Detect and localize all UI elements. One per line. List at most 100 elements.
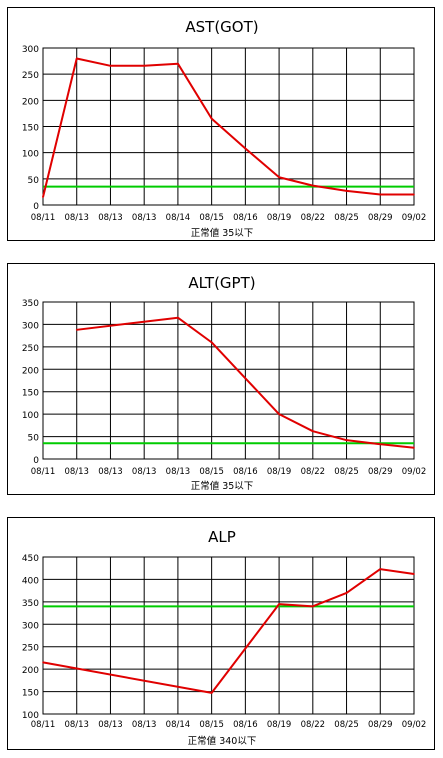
data-point bbox=[244, 377, 247, 380]
data-point bbox=[345, 592, 348, 594]
data-point bbox=[177, 62, 179, 65]
x-tick-label: 08/25 bbox=[334, 213, 359, 223]
y-tick-label: 200 bbox=[22, 666, 39, 676]
x-tick-label: 08/22 bbox=[301, 467, 326, 477]
x-tick-label: 09/02 bbox=[402, 467, 427, 477]
y-tick-label: 250 bbox=[22, 644, 39, 654]
x-tick-label: 08/11 bbox=[31, 213, 56, 223]
data-point bbox=[312, 605, 314, 608]
y-tick-label: 0 bbox=[33, 202, 39, 212]
chart-panel-alt: ALT(GPT) 0 50 100 150 200 250 300 350 08/11 08/13 0… bbox=[7, 263, 435, 495]
data-point bbox=[42, 661, 44, 664]
x-tick-label: 08/15 bbox=[199, 720, 224, 730]
x-tick-label: 08/19 bbox=[267, 213, 292, 223]
x-tick-label: 08/15 bbox=[199, 213, 224, 223]
x-tick-label: 08/16 bbox=[233, 720, 258, 730]
y-tick-label: 100 bbox=[22, 150, 39, 160]
data-point bbox=[312, 184, 314, 187]
y-tick-label: 150 bbox=[22, 389, 39, 399]
x-tick-label: 08/15 bbox=[199, 467, 224, 477]
y-tick-label: 100 bbox=[22, 711, 39, 721]
x-tick-label: 08/13 bbox=[64, 720, 89, 730]
data-point bbox=[278, 413, 280, 415]
plot-frame bbox=[42, 47, 415, 206]
y-tick-label: 450 bbox=[22, 554, 39, 564]
y-tick-label: 150 bbox=[22, 124, 39, 134]
series-line bbox=[42, 568, 415, 694]
x-tick-label: 08/29 bbox=[368, 213, 393, 223]
data-point bbox=[413, 446, 415, 449]
data-point bbox=[379, 193, 382, 196]
y-tick-label: 0 bbox=[33, 456, 39, 466]
data-point bbox=[210, 117, 213, 120]
x-tick-label: 08/13 bbox=[98, 213, 123, 223]
x-tick-label: 08/16 bbox=[233, 467, 258, 477]
x-tick-label: 08/13 bbox=[132, 720, 157, 730]
y-tick-label: 200 bbox=[22, 366, 39, 376]
data-point bbox=[413, 573, 415, 575]
x-tick-label: 08/16 bbox=[233, 213, 258, 223]
data-point bbox=[75, 329, 78, 331]
x-tick-label: 08/25 bbox=[334, 720, 359, 730]
data-point bbox=[109, 64, 112, 67]
chart-panel-alp: ALP 100 150 200 250 300 350 400 450 08/11 08/13 08/… bbox=[7, 517, 435, 750]
data-point bbox=[278, 176, 280, 179]
data-point bbox=[143, 64, 145, 67]
x-tick-label: 08/29 bbox=[368, 720, 393, 730]
series-line bbox=[42, 57, 414, 198]
y-tick-label: 200 bbox=[22, 97, 39, 107]
chart-note: 正常値 340以下 bbox=[188, 735, 257, 747]
chart-title: ALP bbox=[208, 528, 236, 546]
plot-frame bbox=[42, 556, 415, 715]
y-tick-label: 300 bbox=[22, 321, 39, 331]
data-point bbox=[177, 316, 179, 319]
x-tick-label: 08/22 bbox=[301, 213, 326, 223]
x-tick-label: 08/13 bbox=[98, 720, 123, 730]
chart-ast-svg: AST(GOT) 0 50 100 150 200 250 300 08/11 08/13 08/1… bbox=[22, 18, 427, 239]
y-tick-label: 300 bbox=[22, 621, 39, 631]
x-tick-label: 08/13 bbox=[98, 467, 123, 477]
x-tick-label: 08/14 bbox=[166, 720, 191, 730]
x-tick-label: 08/29 bbox=[368, 467, 393, 477]
data-point bbox=[379, 443, 382, 445]
y-tick-label: 350 bbox=[22, 599, 39, 609]
chart-panel-ast: AST(GOT) 0 50 100 150 200 250 300 08/11 08/13 08/1… bbox=[7, 7, 435, 241]
x-tick-label: 08/13 bbox=[132, 467, 157, 477]
data-point bbox=[42, 196, 44, 198]
x-tick-label: 08/13 bbox=[166, 467, 191, 477]
x-tick-label: 08/22 bbox=[301, 720, 326, 730]
x-tick-label: 08/13 bbox=[132, 213, 157, 223]
y-tick-label: 250 bbox=[22, 344, 39, 354]
chart-note: 正常値 35以下 bbox=[191, 480, 254, 492]
data-point bbox=[413, 193, 415, 196]
chart-title: ALT(GPT) bbox=[188, 274, 255, 292]
x-tick-label: 08/13 bbox=[64, 467, 89, 477]
y-tick-label: 350 bbox=[22, 299, 39, 309]
y-tick-label: 250 bbox=[22, 71, 39, 81]
data-point bbox=[379, 568, 382, 570]
data-point bbox=[312, 430, 314, 432]
chart-alt-svg: ALT(GPT) 0 50 100 150 200 250 300 350 08/11 08/13 0… bbox=[22, 274, 427, 492]
y-tick-label: 400 bbox=[22, 576, 39, 586]
y-tick-label: 50 bbox=[28, 176, 40, 186]
x-tick-label: 08/13 bbox=[64, 213, 89, 223]
y-tick-label: 150 bbox=[22, 689, 39, 699]
chart-title: AST(GOT) bbox=[185, 18, 258, 36]
y-tick-label: 100 bbox=[22, 411, 39, 421]
y-tick-label: 300 bbox=[22, 45, 39, 55]
chart-alp-svg: ALP 100 150 200 250 300 350 400 450 08/11 08/13 08/… bbox=[22, 528, 426, 747]
y-tick-label: 50 bbox=[28, 434, 40, 444]
chart-note: 正常値 35以下 bbox=[191, 227, 254, 239]
x-tick-label: 08/19 bbox=[267, 467, 292, 477]
x-tick-label: 08/19 bbox=[267, 720, 292, 730]
data-point bbox=[210, 341, 213, 344]
x-tick-label: 08/11 bbox=[31, 467, 56, 477]
x-tick-label: 08/14 bbox=[166, 213, 191, 223]
x-tick-label: 08/25 bbox=[334, 467, 359, 477]
data-point bbox=[345, 439, 348, 441]
data-point bbox=[244, 147, 247, 150]
plot-frame bbox=[42, 301, 415, 460]
x-tick-label: 09/02 bbox=[402, 213, 427, 223]
data-point bbox=[210, 692, 213, 694]
x-tick-label: 08/11 bbox=[31, 720, 56, 730]
